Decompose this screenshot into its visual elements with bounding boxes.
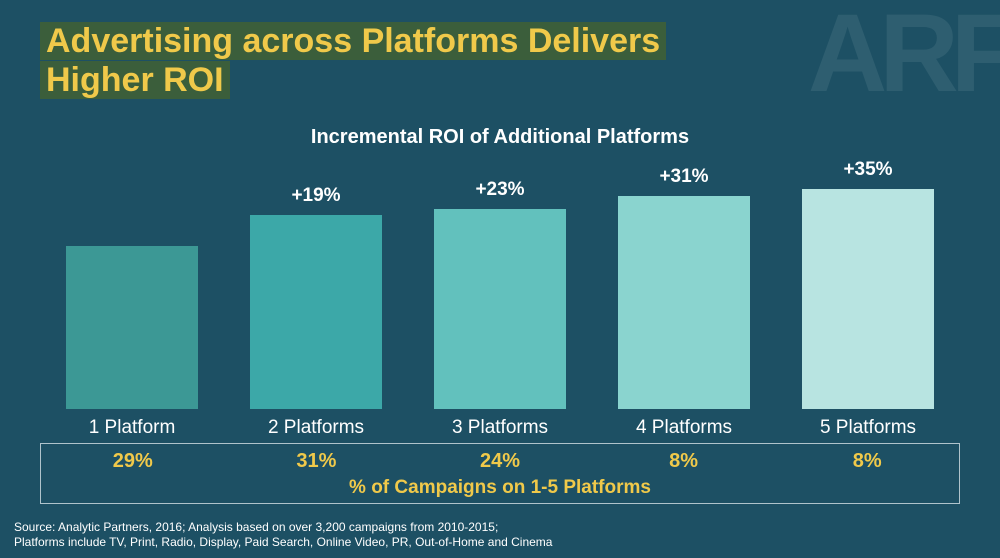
- bar-value-label: +19%: [291, 185, 340, 209]
- bar-category-label: 5 Platforms: [820, 417, 916, 439]
- bar: [434, 209, 566, 409]
- bar-value-label: +35%: [843, 159, 892, 183]
- logo-watermark: ARF: [808, 0, 1000, 117]
- campaigns-box: 29% 31% 24% 8% 8% % of Campaigns on 1-5 Plat…: [40, 443, 960, 504]
- bar-group: 1 Platform: [52, 216, 212, 439]
- bar: [802, 189, 934, 409]
- title-container: Advertising across Platforms Delivers Hi…: [0, 0, 696, 108]
- bar-category-label: 4 Platforms: [636, 417, 732, 439]
- source-text: Source: Analytic Partners, 2016; Analysi…: [14, 520, 552, 550]
- campaigns-title: % of Campaigns on 1-5 Platforms: [41, 477, 959, 499]
- slide-title-line1: Advertising across Platforms Delivers: [40, 22, 666, 60]
- campaign-value: 24%: [420, 450, 580, 473]
- bar-value-label: +31%: [659, 166, 708, 190]
- chart-subtitle: Incremental ROI of Additional Platforms: [0, 126, 1000, 149]
- campaign-value: 29%: [53, 450, 213, 473]
- slide-title-line2: Higher ROI: [40, 61, 230, 99]
- bar-category-label: 2 Platforms: [268, 417, 364, 439]
- bar-category-label: 3 Platforms: [452, 417, 548, 439]
- bar: [66, 246, 198, 409]
- bar-chart: 1 Platform +19% 2 Platforms +23% 3 Platforms…: [40, 159, 960, 439]
- campaigns-row: 29% 31% 24% 8% 8%: [41, 450, 959, 473]
- bar-group: +31% 4 Platforms: [604, 166, 764, 439]
- bar-group: +19% 2 Platforms: [236, 185, 396, 439]
- campaign-value: 8%: [787, 450, 947, 473]
- source-line1: Source: Analytic Partners, 2016; Analysi…: [14, 520, 552, 535]
- source-line2: Platforms include TV, Print, Radio, Disp…: [14, 535, 552, 550]
- bar: [250, 215, 382, 409]
- bar-value-label: +23%: [475, 179, 524, 203]
- bar-group: +35% 5 Platforms: [788, 159, 948, 439]
- campaign-value: 31%: [236, 450, 396, 473]
- bar-group: +23% 3 Platforms: [420, 179, 580, 439]
- campaign-value: 8%: [604, 450, 764, 473]
- bar-category-label: 1 Platform: [89, 417, 176, 439]
- bar: [618, 196, 750, 409]
